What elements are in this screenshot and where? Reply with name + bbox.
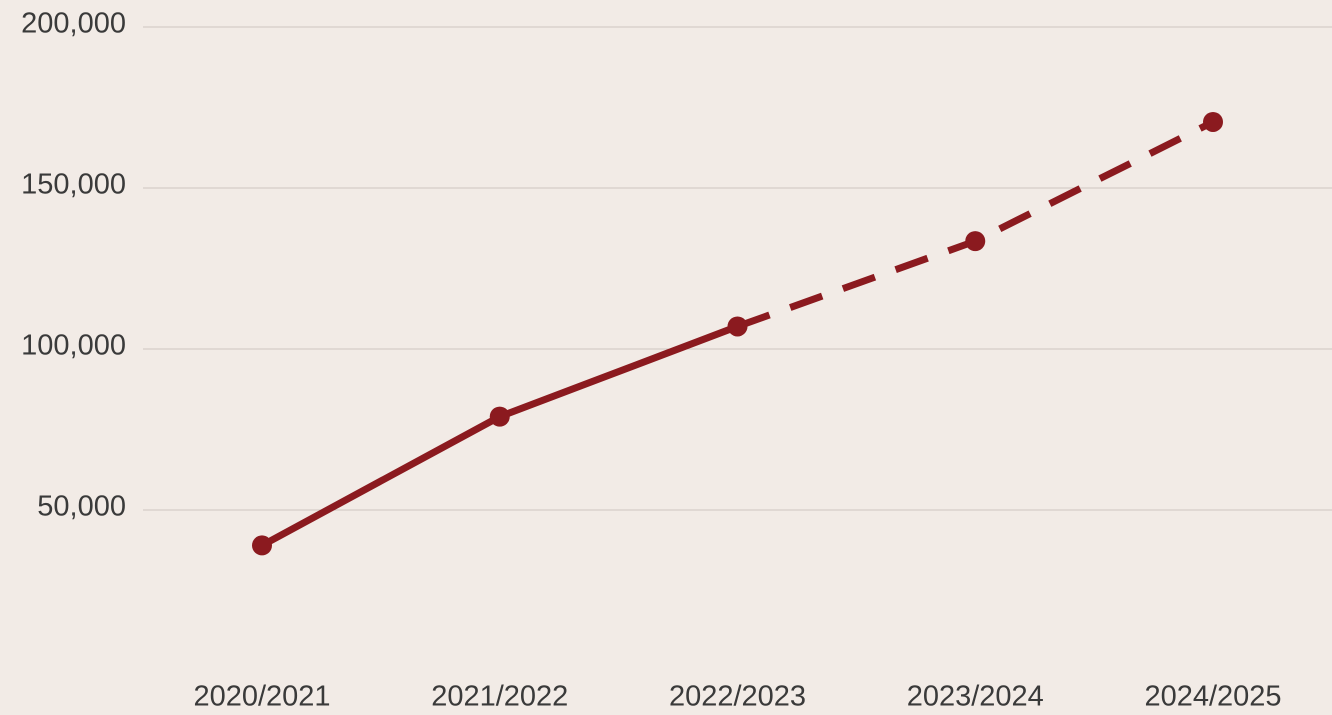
point <box>1203 111 1223 132</box>
y-tick-label: 200,000 <box>21 8 126 40</box>
x-tick-label: 2023/2024 <box>907 681 1044 713</box>
x-tick-label: 2024/2025 <box>1144 681 1281 713</box>
y-tick-label: 100,000 <box>21 330 126 362</box>
point <box>727 316 748 337</box>
x-tick-label: 2021/2022 <box>431 681 568 713</box>
point <box>489 406 510 427</box>
line-dashed <box>736 118 1215 330</box>
y-tick-label: 150,000 <box>21 169 126 201</box>
point <box>252 535 272 556</box>
point <box>965 231 986 252</box>
x-tick-label: 2022/2023 <box>669 681 806 713</box>
x-tick-label: 2020/2021 <box>193 681 330 713</box>
y-tick-label: 50,000 <box>37 491 126 523</box>
line-solid <box>260 323 739 549</box>
